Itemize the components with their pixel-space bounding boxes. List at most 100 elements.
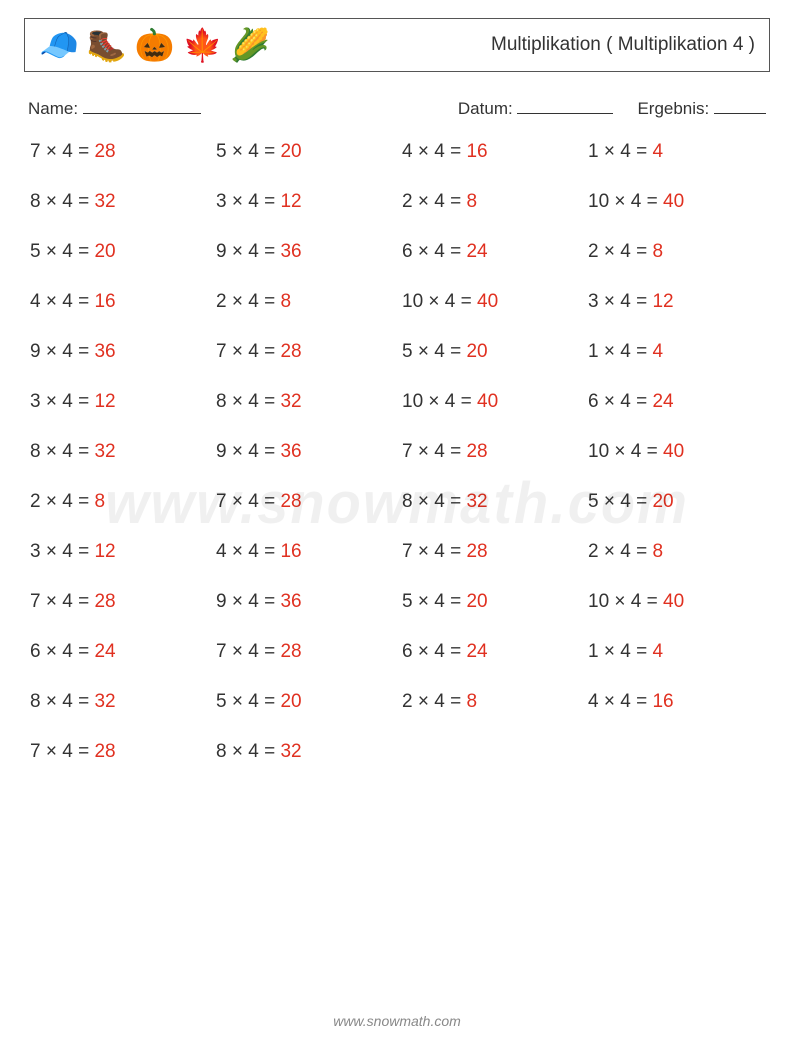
- answer: 8: [466, 191, 477, 212]
- equation: 7 × 4 =: [216, 641, 280, 662]
- date-field: Datum:: [458, 96, 614, 119]
- equation: 2 × 4 =: [588, 541, 652, 562]
- problem-cell: 1 × 4 = 4: [588, 141, 764, 163]
- header-icon-2: 🎃: [135, 29, 175, 61]
- equation: 2 × 4 =: [30, 491, 94, 512]
- equation: 5 × 4 =: [216, 691, 280, 712]
- answer: 32: [94, 191, 115, 212]
- equation: 8 × 4 =: [30, 691, 94, 712]
- answer: 4: [652, 141, 663, 162]
- problem-cell: 5 × 4 = 20: [588, 491, 764, 513]
- problem-cell: 4 × 4 = 16: [216, 541, 392, 563]
- header-icons: 🧢🥾🎃🍁🌽: [39, 29, 270, 61]
- answer: 4: [652, 641, 663, 662]
- answer: 36: [94, 341, 115, 362]
- problem-cell: 7 × 4 = 28: [30, 141, 206, 163]
- problem-cell: 7 × 4 = 28: [30, 741, 206, 763]
- equation: 7 × 4 =: [30, 741, 94, 762]
- problem-cell: 3 × 4 = 12: [588, 291, 764, 313]
- equation: 3 × 4 =: [216, 191, 280, 212]
- footer-link: www.snowmath.com: [0, 1013, 794, 1029]
- answer: 32: [280, 741, 301, 762]
- answer: 36: [280, 241, 301, 262]
- answer: 16: [466, 141, 487, 162]
- answer: 12: [652, 291, 673, 312]
- problem-cell: 6 × 4 = 24: [30, 641, 206, 663]
- answer: 40: [663, 191, 684, 212]
- problem-cell: 2 × 4 = 8: [588, 241, 764, 263]
- answer: 40: [477, 391, 498, 412]
- problem-cell: 7 × 4 = 28: [402, 441, 578, 463]
- equation: 9 × 4 =: [30, 341, 94, 362]
- problem-cell: 2 × 4 = 8: [216, 291, 392, 313]
- equation: 1 × 4 =: [588, 141, 652, 162]
- equation: 5 × 4 =: [402, 341, 466, 362]
- equation: 7 × 4 =: [30, 591, 94, 612]
- problem-cell: 8 × 4 = 32: [30, 191, 206, 213]
- problem-cell: 9 × 4 = 36: [216, 441, 392, 463]
- problem-cell: 9 × 4 = 36: [216, 241, 392, 263]
- problem-cell: 8 × 4 = 32: [30, 691, 206, 713]
- problems-grid: 7 × 4 = 28 5 × 4 = 20 4 × 4 = 16 1 × 4 = 4 8…: [30, 141, 764, 763]
- date-blank: [517, 96, 613, 114]
- equation: 10 × 4 =: [402, 291, 477, 312]
- worksheet-title: Multiplikation ( Multiplikation 4 ): [491, 34, 755, 56]
- answer: 28: [280, 491, 301, 512]
- answer: 20: [94, 241, 115, 262]
- answer: 40: [663, 441, 684, 462]
- answer: 28: [466, 541, 487, 562]
- answer: 40: [663, 591, 684, 612]
- answer: 28: [94, 591, 115, 612]
- equation: 7 × 4 =: [216, 341, 280, 362]
- date-label: Datum:: [458, 99, 513, 118]
- answer: 20: [466, 591, 487, 612]
- problem-cell: 10 × 4 = 40: [402, 291, 578, 313]
- equation: 6 × 4 =: [402, 641, 466, 662]
- problem-cell: 7 × 4 = 28: [30, 591, 206, 613]
- score-blank: [714, 96, 766, 114]
- answer: 8: [280, 291, 291, 312]
- problem-cell: 4 × 4 = 16: [402, 141, 578, 163]
- equation: 3 × 4 =: [30, 391, 94, 412]
- equation: 2 × 4 =: [402, 191, 466, 212]
- problem-cell: 6 × 4 = 24: [402, 241, 578, 263]
- answer: 28: [280, 641, 301, 662]
- equation: 3 × 4 =: [30, 541, 94, 562]
- problem-cell: 10 × 4 = 40: [588, 591, 764, 613]
- problem-cell: 8 × 4 = 32: [216, 741, 392, 763]
- problem-cell: 10 × 4 = 40: [588, 441, 764, 463]
- name-blank: [83, 96, 201, 114]
- answer: 28: [94, 741, 115, 762]
- problem-cell: 8 × 4 = 32: [402, 491, 578, 513]
- answer: 24: [466, 641, 487, 662]
- equation: 3 × 4 =: [588, 291, 652, 312]
- header-icon-3: 🍁: [183, 29, 223, 61]
- answer: 12: [280, 191, 301, 212]
- equation: 10 × 4 =: [402, 391, 477, 412]
- equation: 4 × 4 =: [402, 141, 466, 162]
- answer: 16: [280, 541, 301, 562]
- header-box: 🧢🥾🎃🍁🌽 Multiplikation ( Multiplikation 4 …: [24, 18, 770, 72]
- meta-row: Name: Datum: Ergebnis:: [28, 96, 766, 119]
- problem-cell: 5 × 4 = 20: [402, 591, 578, 613]
- equation: 5 × 4 =: [588, 491, 652, 512]
- score-field: Ergebnis:: [637, 96, 766, 119]
- answer: 36: [280, 591, 301, 612]
- equation: 9 × 4 =: [216, 441, 280, 462]
- answer: 24: [652, 391, 673, 412]
- equation: 2 × 4 =: [216, 291, 280, 312]
- equation: 8 × 4 =: [402, 491, 466, 512]
- answer: 20: [652, 491, 673, 512]
- equation: 8 × 4 =: [30, 191, 94, 212]
- answer: 20: [280, 141, 301, 162]
- answer: 12: [94, 391, 115, 412]
- equation: 1 × 4 =: [588, 341, 652, 362]
- problem-cell: 5 × 4 = 20: [30, 241, 206, 263]
- name-label: Name:: [28, 99, 78, 118]
- problem-cell: 2 × 4 = 8: [30, 491, 206, 513]
- problem-cell: 1 × 4 = 4: [588, 341, 764, 363]
- answer: 32: [94, 691, 115, 712]
- answer: 12: [94, 541, 115, 562]
- answer: 28: [466, 441, 487, 462]
- equation: 8 × 4 =: [216, 741, 280, 762]
